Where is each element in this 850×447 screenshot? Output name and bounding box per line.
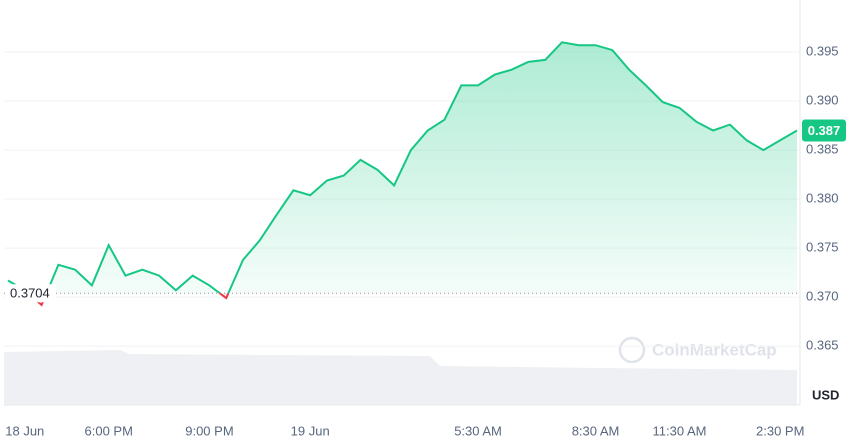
y-tick-label: 0.375: [806, 240, 839, 255]
y-tick-label: 0.370: [806, 289, 839, 304]
currency-label: USD: [812, 387, 839, 402]
x-tick-label: 18 Jun: [5, 423, 44, 438]
area-up: [8, 42, 797, 294]
y-tick-label: 0.395: [806, 43, 839, 58]
x-tick-label: 9:00 PM: [185, 423, 233, 438]
x-tick-label: 2:30 PM: [756, 423, 804, 438]
volume-area: [4, 350, 797, 405]
x-tick-label: 6:00 PM: [85, 423, 133, 438]
y-tick-label: 0.385: [806, 142, 839, 157]
baseline-label-bg: [6, 284, 56, 303]
current-price-label: 0.387: [808, 123, 841, 138]
y-tick-label: 0.380: [806, 191, 839, 206]
x-tick-label: 5:30 AM: [454, 423, 502, 438]
y-tick-label: 0.390: [806, 93, 839, 108]
watermark: CoinMarketCap: [618, 336, 777, 364]
y-tick-label: 0.365: [806, 338, 839, 353]
watermark-text: CoinMarketCap: [652, 340, 777, 359]
x-tick-label: 8:30 AM: [572, 423, 620, 438]
current-price-bg: [802, 119, 846, 142]
x-tick-label: 11:30 AM: [653, 423, 707, 438]
baseline-label: 0.3704: [10, 286, 50, 301]
price-line-up: [7, 41, 798, 294]
x-tick-label: 19 Jun: [291, 423, 330, 438]
